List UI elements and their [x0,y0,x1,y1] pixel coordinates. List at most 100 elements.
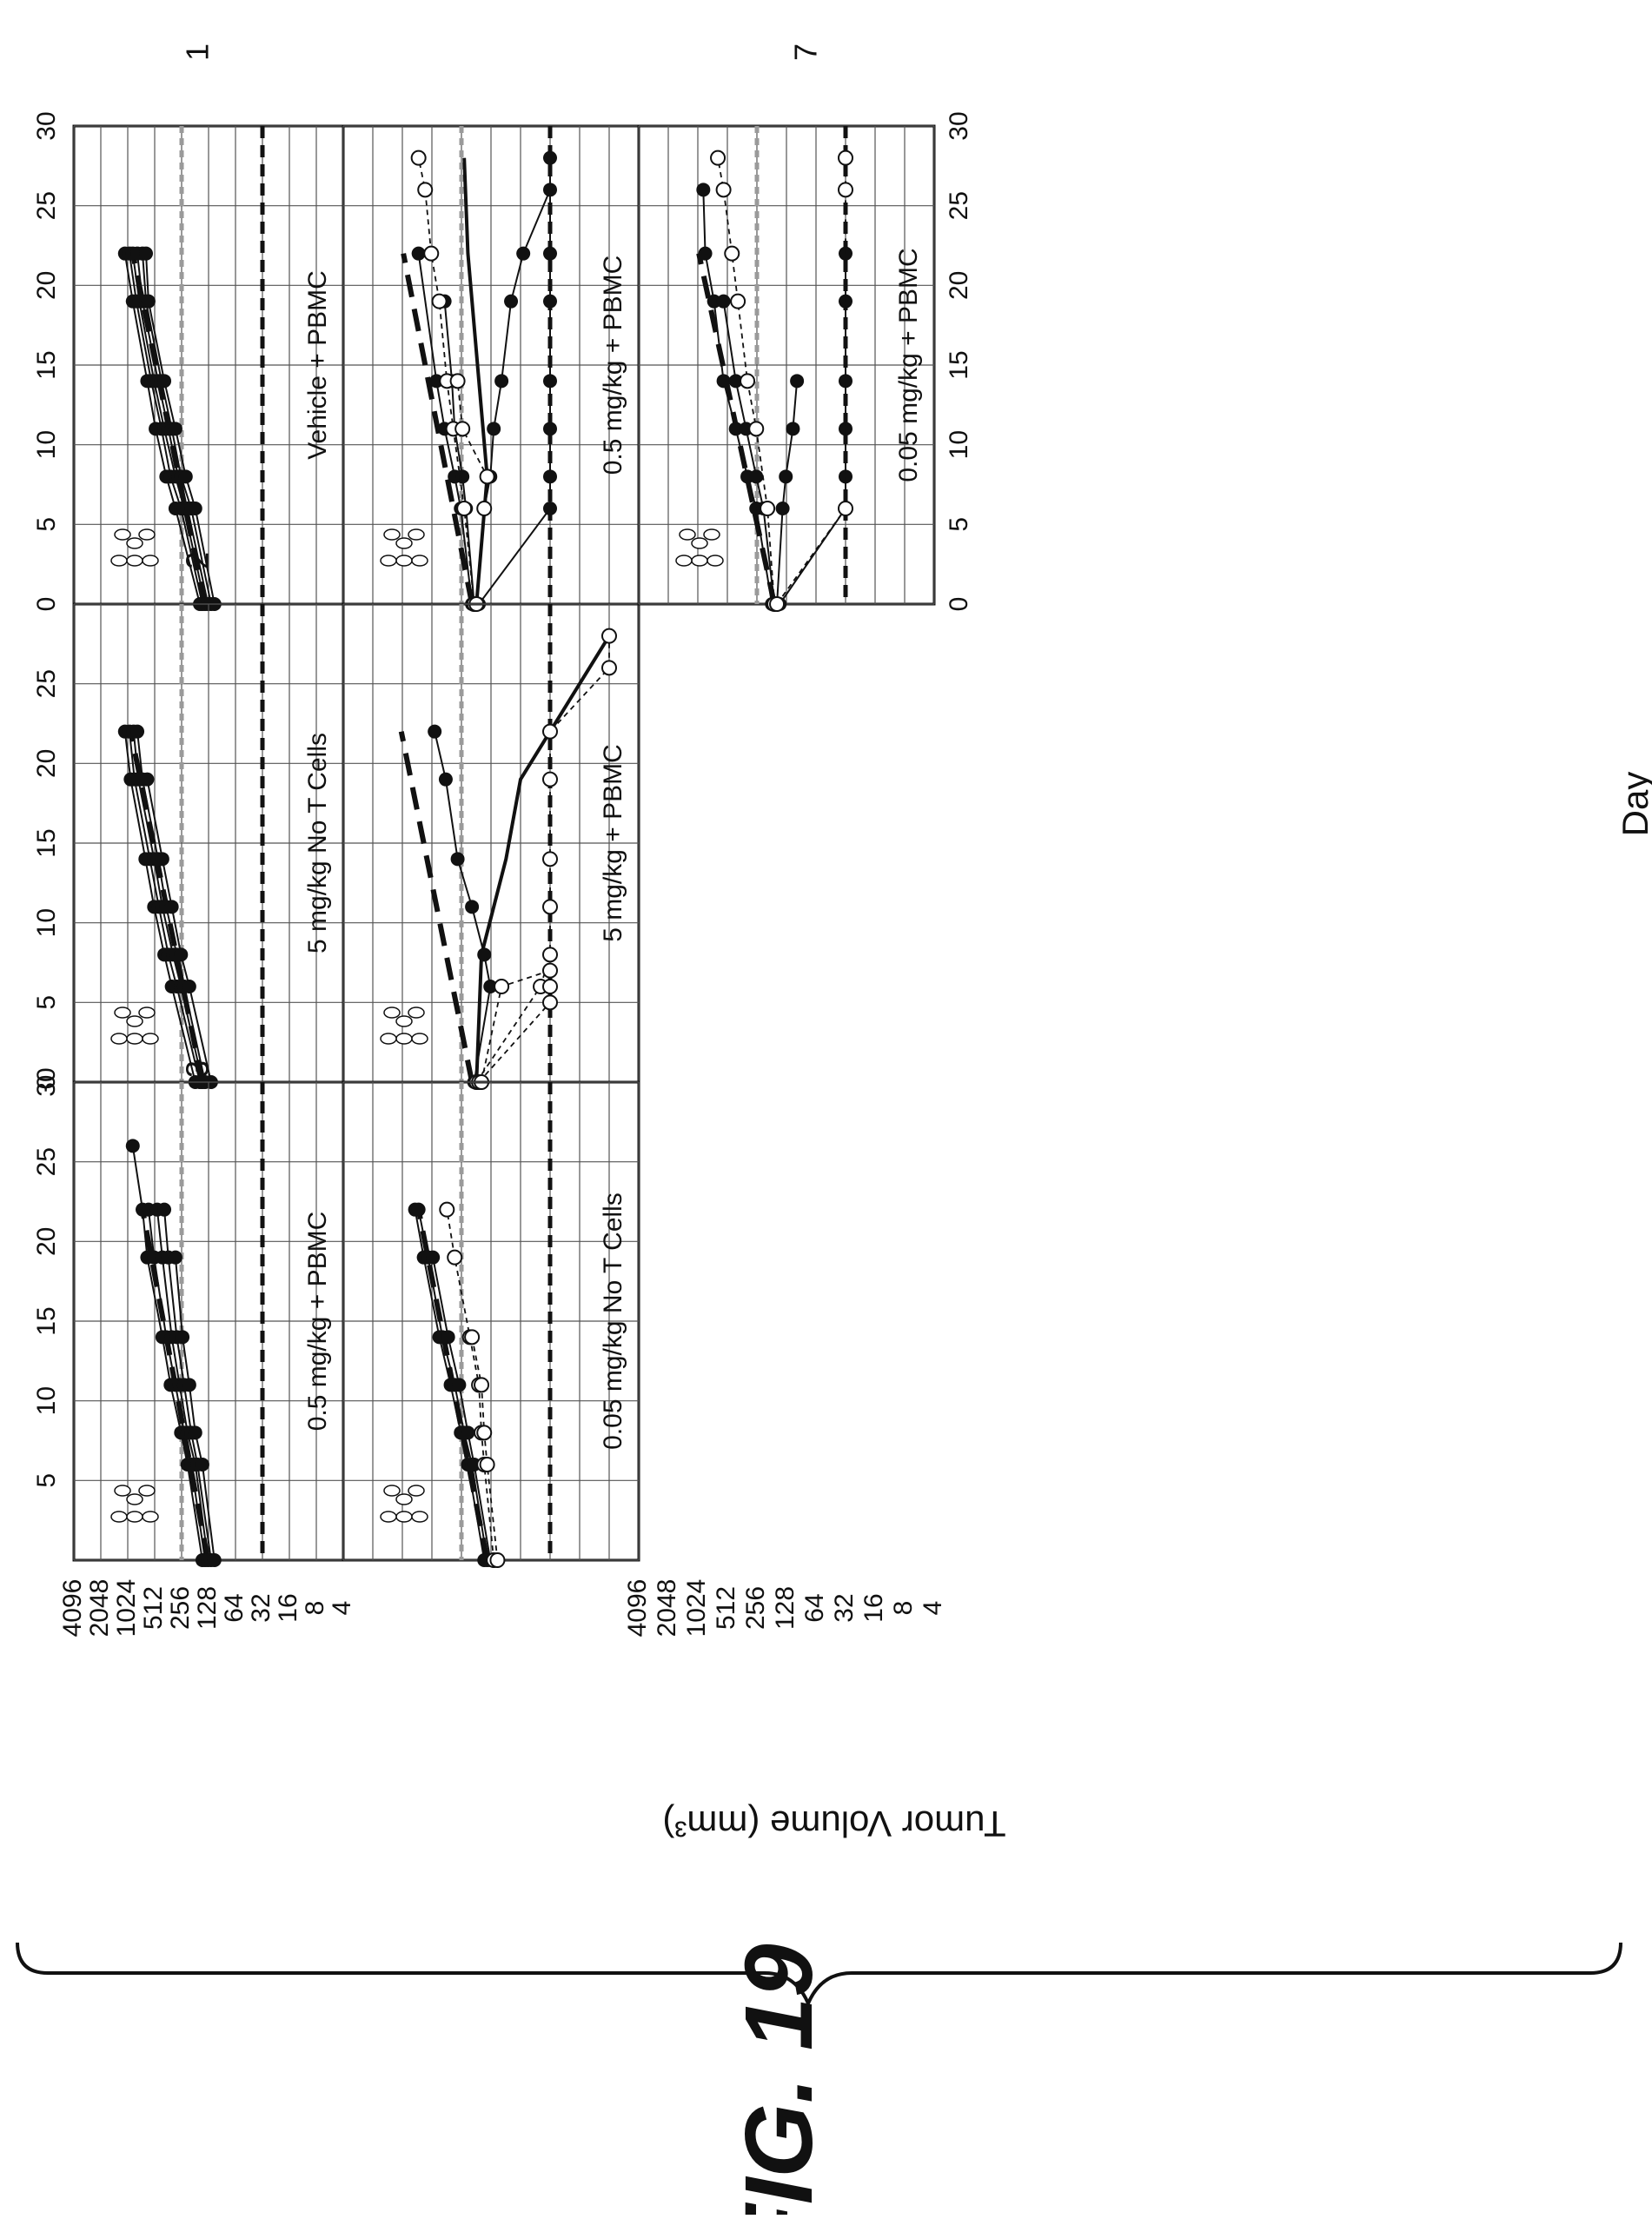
panel-subtitle: 0.5 mg/kg + PBMC [599,256,627,475]
antibody-domain [110,1033,128,1045]
data-point-open [439,1201,455,1218]
y-tick-label: 4 [919,1601,947,1616]
series-line [478,987,551,1083]
antibody-domain [707,555,724,567]
data-point-filled [839,374,853,389]
data-point-open [489,1552,506,1568]
mean-dashed-line [398,731,475,1083]
data-point-open [464,1329,481,1345]
y-tick-label: 4096 [58,1579,87,1638]
antibody-icon [380,1485,428,1523]
data-point-filled [428,724,442,739]
antibody-domain [114,528,131,541]
series-line [475,189,551,605]
data-point-filled [168,422,182,436]
panel-number: 2 [180,552,216,569]
series-filled-5 [139,246,222,611]
data-point-filled [438,772,453,787]
y-tick-label: 256 [741,1586,770,1630]
series-line [417,157,475,605]
y-axis-title-group: Tumor Volume (mm³) [662,1804,1005,1844]
data-point-open [423,245,440,262]
data-point-open [410,149,427,166]
series-line [722,301,776,605]
antibody-domain [691,555,708,567]
data-point-filled [411,1202,426,1217]
data-point-filled [157,1202,172,1217]
data-point-filled [195,1458,209,1472]
data-point-open [748,421,765,437]
x-tick-label: 5 [32,517,61,532]
antibody-icon [380,1007,428,1045]
x-tick-label: 25 [32,669,61,698]
data-point-filled [749,469,764,484]
data-point-open [456,501,473,516]
data-point-filled [157,374,172,389]
data-point-open [417,182,434,198]
x-tick-label: 5 [32,995,61,1010]
data-point-filled [728,422,743,436]
y-tick-label: 1024 [682,1579,711,1638]
data-point-open [474,1377,490,1393]
data-point-filled [543,469,557,484]
y-tick-label: 8 [889,1601,918,1616]
series-line [417,253,474,605]
data-point-open [730,293,746,309]
data-point-open [479,1457,495,1472]
figure-label: FIG. 19 [726,1944,833,2215]
data-point-filled [839,294,853,309]
series-filled-3 [773,246,853,611]
panel-5: 5 mg/kg + PBMC [342,602,640,1090]
x-tick-label: 25 [945,191,973,220]
series-line [478,157,551,605]
y-tick-label: 512 [712,1586,740,1630]
series-open-0 [410,149,482,612]
y-tick-label: 16 [859,1593,888,1622]
antibody-domain [380,1511,397,1523]
antibody-icon [380,528,428,567]
y-tick-label: 128 [771,1586,799,1630]
data-point-open [542,979,558,994]
x-tick-label: 15 [32,828,61,857]
antibody-domain [114,1007,131,1019]
series-filled-4 [168,1250,222,1567]
data-point-filled [696,183,711,197]
x-tick-label: 0 [32,1075,61,1090]
x-tick-label: 15 [32,350,61,379]
antibody-domain [383,1485,401,1497]
antibody-domain [138,528,156,541]
data-point-filled [487,422,501,436]
data-point-filled [141,294,156,309]
antibody-domain [395,1493,413,1505]
antibody-domain [395,537,413,549]
data-point-open [494,979,510,994]
antibody-domain [110,1511,128,1523]
series-filled-3 [472,150,557,611]
data-point-filled [543,502,557,515]
data-point-filled [450,852,465,867]
data-point-filled [543,246,557,261]
data-point-filled [716,294,731,309]
x-tick-label: 5 [32,1473,61,1488]
series-filled-0 [428,724,498,1089]
series-filled-2 [426,1250,498,1567]
series-line [717,157,775,605]
series-filled-4 [140,772,218,1089]
antibody-icon [110,1485,159,1523]
data-point-filled [455,469,470,484]
data-point-filled [461,1425,475,1440]
data-point-filled [176,1330,190,1345]
antibody-domain [408,528,425,541]
data-point-open [838,182,853,198]
panel-subtitle: 0.5 mg/kg + PBMC [303,1212,332,1432]
x-tick-label: 30 [32,111,61,140]
panel-subtitle: 5 mg/kg No T Cells [303,733,332,953]
data-point-filled [477,947,492,962]
antibody-icon [110,528,159,567]
panel-3: 0.5 mg/kg + PBMC 3 5 10 15 20 25 30 [32,1060,345,1567]
data-point-open [449,373,466,389]
data-point-filled [139,246,154,261]
y-tick-label: 64 [800,1593,829,1622]
